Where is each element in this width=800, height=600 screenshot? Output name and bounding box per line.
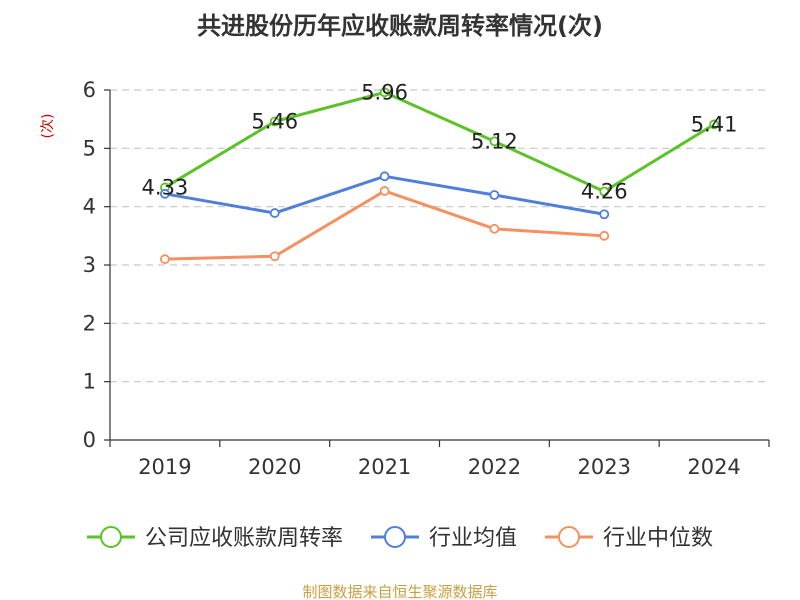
data-point [269,251,280,262]
data-point [379,186,390,196]
x-tick-label: 2020 [248,455,301,479]
legend-marker [383,526,406,548]
legend-item: 行业中位数 [545,526,713,551]
legend-label: 公司应收账款周转率 [145,526,343,551]
data-labels: 4.33 5.46 5.96 5.12 4.26 5.41 [142,80,738,203]
legend-marker [558,526,581,548]
data-point [489,223,500,234]
data-label: 4.33 [142,175,189,199]
data-point [160,254,170,265]
data-point [269,208,280,218]
x-tick-label: 2019 [138,455,191,479]
data-point [489,190,500,200]
y-tick-label: 5 [83,136,96,160]
y-tick-label: 0 [83,428,96,452]
legend-item: 行业均值 [370,526,517,551]
legend-marker [99,526,122,548]
x-tick-label: 2022 [468,455,521,479]
y-tick-label: 2 [83,311,96,335]
data-point [599,186,610,197]
data-point [379,87,390,98]
series-lines [160,87,719,265]
y-tick-label: 6 [83,78,96,102]
legend-label: 行业均值 [429,526,517,551]
legend-label: 行业中位数 [603,526,713,551]
source-note: 制图数据来自恒生聚源数据库 [302,583,497,600]
data-label: 5.46 [251,110,298,134]
legend-item: 公司应收账款周转率 [86,526,343,551]
chart-title: 共进股份历年应收账款周转率情况(次) [197,12,603,40]
x-tick-label: 2024 [687,455,740,479]
data-label: 5.41 [691,112,738,136]
data-label: 4.26 [581,180,628,204]
y-tick-label: 1 [83,370,96,394]
x-tick-label: 2023 [578,455,631,479]
data-label: 5.96 [361,80,408,104]
series-line [163,90,716,193]
data-point [599,230,610,241]
data-point [489,136,500,147]
data-point [379,171,390,182]
data-point [709,119,719,130]
x-tick-label: 2021 [358,455,411,479]
y-tick-label: 4 [83,195,96,219]
data-point [269,116,280,127]
data-point [599,209,610,220]
series-line [163,189,606,261]
y-axis-unit-label: (次) [40,114,56,139]
gridlines [110,89,769,383]
axes: 0 1 2 3 4 5 6 2019 2020 2021 2022 2023 2024 [83,78,770,479]
data-point [160,188,170,199]
data-label: 5.12 [471,129,518,153]
y-tick-label: 3 [83,253,96,277]
legend: 公司应收账款周转率 行业均值 行业中位数 [86,526,713,551]
